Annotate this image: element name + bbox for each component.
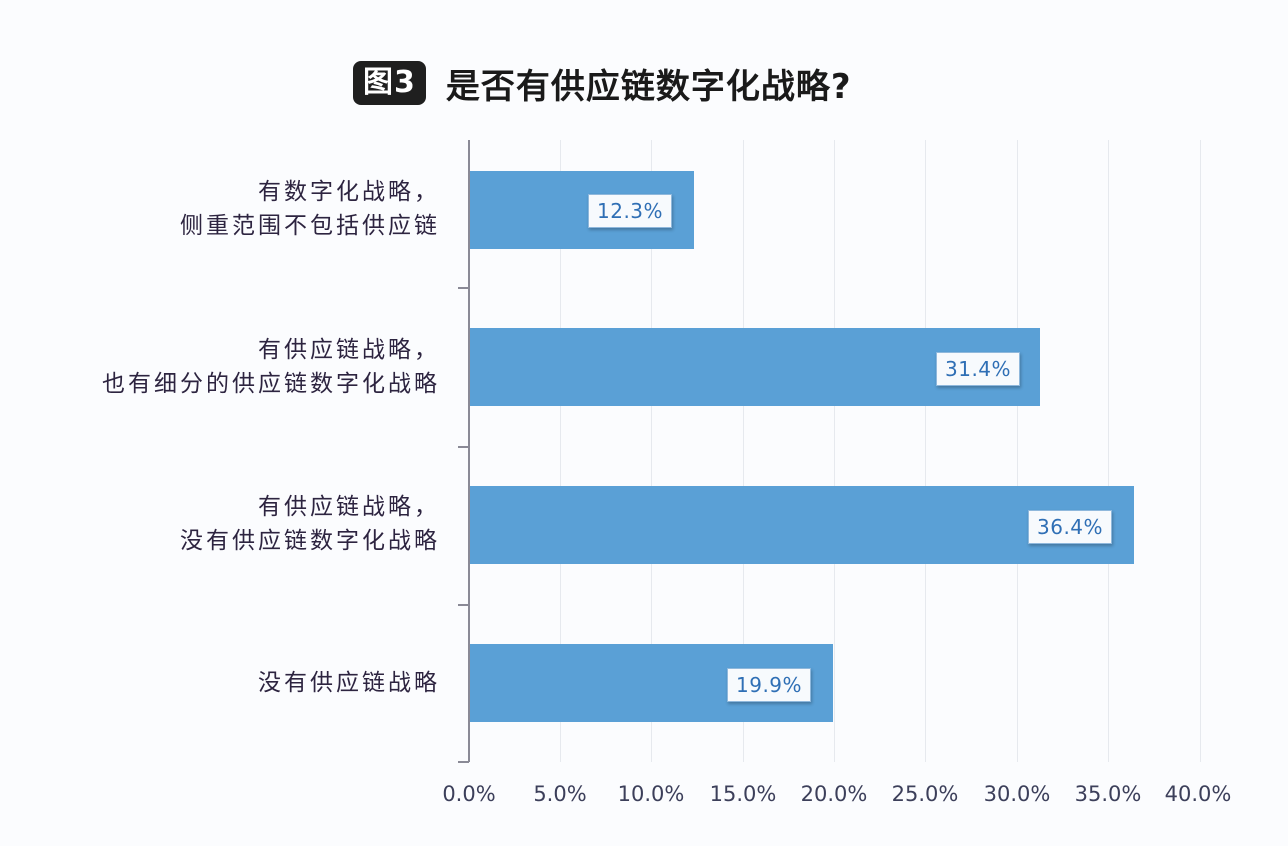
x-axis-tick-label: 10.0% xyxy=(617,782,685,806)
category-label: 没有供应链战略 xyxy=(258,666,440,700)
gridline-35 xyxy=(1108,140,1109,762)
x-axis-tick-label: 40.0% xyxy=(1164,782,1232,806)
data-label: 36.4% xyxy=(1028,510,1113,544)
gridline-25 xyxy=(925,140,926,762)
category-label-line: 没有供应链战略 xyxy=(258,670,440,696)
y-axis-line xyxy=(468,140,470,762)
gridline-15 xyxy=(743,140,744,762)
category-label-line: 侧重范围不包括供应链 xyxy=(180,213,440,239)
data-label: 19.9% xyxy=(727,668,812,702)
category-label-line: 有供应链战略， xyxy=(258,494,440,520)
y-axis-tick xyxy=(458,287,469,289)
gridline-40 xyxy=(1200,140,1201,762)
category-label-line: 也有细分的供应链数字化战略 xyxy=(102,371,440,397)
x-axis-tick-label: 15.0% xyxy=(709,782,777,806)
chart-title-text: 是否有供应链数字化战略? xyxy=(445,66,852,107)
x-axis-tick-label: 35.0% xyxy=(1074,782,1142,806)
data-label: 12.3% xyxy=(588,194,673,228)
x-axis-tick-label: 20.0% xyxy=(800,782,868,806)
gridline-30 xyxy=(1017,140,1018,762)
category-label-line: 有供应链战略， xyxy=(258,337,440,363)
gridline-20 xyxy=(834,140,835,762)
category-label: 有供应链战略， 没有供应链数字化战略 xyxy=(180,490,440,558)
category-label: 有供应链战略， 也有细分的供应链数字化战略 xyxy=(102,333,440,401)
x-axis-tick-label: 25.0% xyxy=(891,782,959,806)
category-label-line: 有数字化战略， xyxy=(258,179,440,205)
category-label: 有数字化战略， 侧重范围不包括供应链 xyxy=(180,175,440,243)
category-label-line: 没有供应链数字化战略 xyxy=(180,528,440,554)
figure-number-badge: 图3 xyxy=(353,61,426,105)
x-axis-tick-label: 5.0% xyxy=(533,782,587,806)
chart-title: 图3 是否有供应链数字化战略? xyxy=(353,59,852,107)
gridline-10 xyxy=(651,140,652,762)
data-label: 31.4% xyxy=(936,352,1021,386)
x-axis-tick-label: 0.0% xyxy=(442,782,496,806)
gridline-5 xyxy=(560,140,561,762)
y-axis-tick xyxy=(458,604,469,606)
y-axis-tick xyxy=(458,761,469,763)
x-axis-tick-label: 30.0% xyxy=(983,782,1051,806)
bar[interactable] xyxy=(470,486,1134,564)
y-axis-tick xyxy=(458,446,469,448)
